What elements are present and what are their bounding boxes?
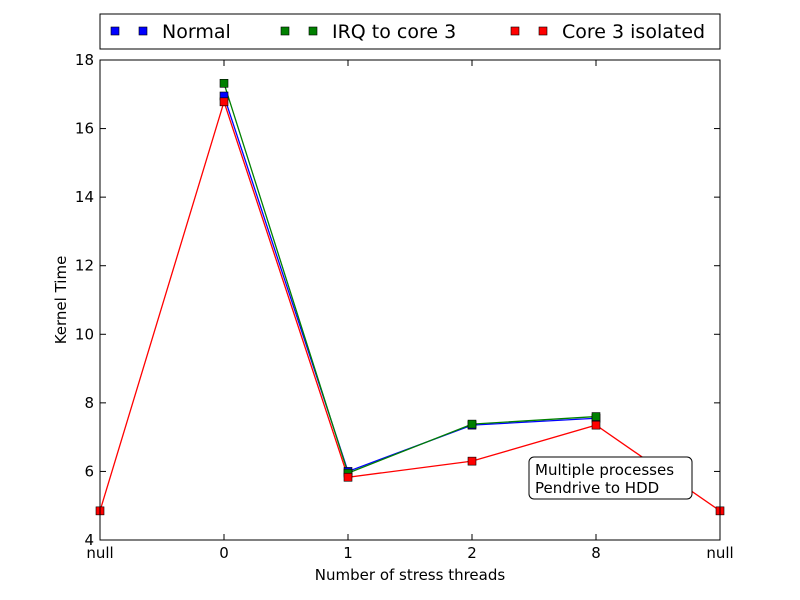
legend: Normal IRQ to core 3 Core 3 isolated [99,13,721,50]
y-tick-label: 10 [75,325,94,343]
y-tick-label: 6 [84,462,94,480]
plot-frame [99,59,721,541]
annotation-line-2: Pendrive to HDD [535,479,659,497]
series-line-core-3-isolated [99,99,721,512]
annotation-box: Multiple processes Pendrive to HDD [528,456,693,500]
series-line-irq-to-core-3 [223,83,597,475]
legend-frame [99,13,721,50]
annotation-line-1: Multiple processes [535,461,674,479]
legend-marker-irq-to-core-3 [308,26,318,36]
y-tick-label: 16 [75,120,94,138]
y-tick-label: 14 [75,188,94,206]
series-layer [95,79,725,516]
data-point-core-3-isolated [467,456,477,466]
x-tick-label: null [86,544,113,562]
data-point-core-3-isolated [591,420,601,430]
y-tick-label: 8 [84,394,94,412]
legend-marker-irq-to-core-3 [280,26,290,36]
legend-marker-core-3-isolated [538,26,548,36]
data-point-core-3-isolated [219,97,229,107]
x-tick-label: 0 [219,544,229,562]
legend-marker-normal [138,26,148,36]
legend-label-normal: Normal [162,21,231,43]
data-point-irq-to-core-3 [219,79,229,88]
annotation-frame [528,456,693,500]
y-axis-label: Kernel Time [52,256,70,345]
x-axis-label: Number of stress threads [315,566,506,584]
y-tick-label: 18 [75,51,94,69]
legend-label-core-3-isolated: Core 3 isolated [562,21,705,43]
x-tick-label: 2 [467,544,477,562]
legend-marker-core-3-isolated [510,26,520,36]
data-point-core-3-isolated [343,472,353,482]
x-tick-label: 8 [591,544,601,562]
data-point-irq-to-core-3 [467,419,477,429]
x-tick-label: 1 [343,544,353,562]
data-point-irq-to-core-3 [591,412,601,421]
x-tick-label: null [706,544,733,562]
legend-marker-normal [110,26,120,36]
y-tick-label: 12 [75,257,94,275]
legend-label-irq-to-core-3: IRQ to core 3 [332,21,456,43]
y-tick-label: 4 [84,531,94,549]
